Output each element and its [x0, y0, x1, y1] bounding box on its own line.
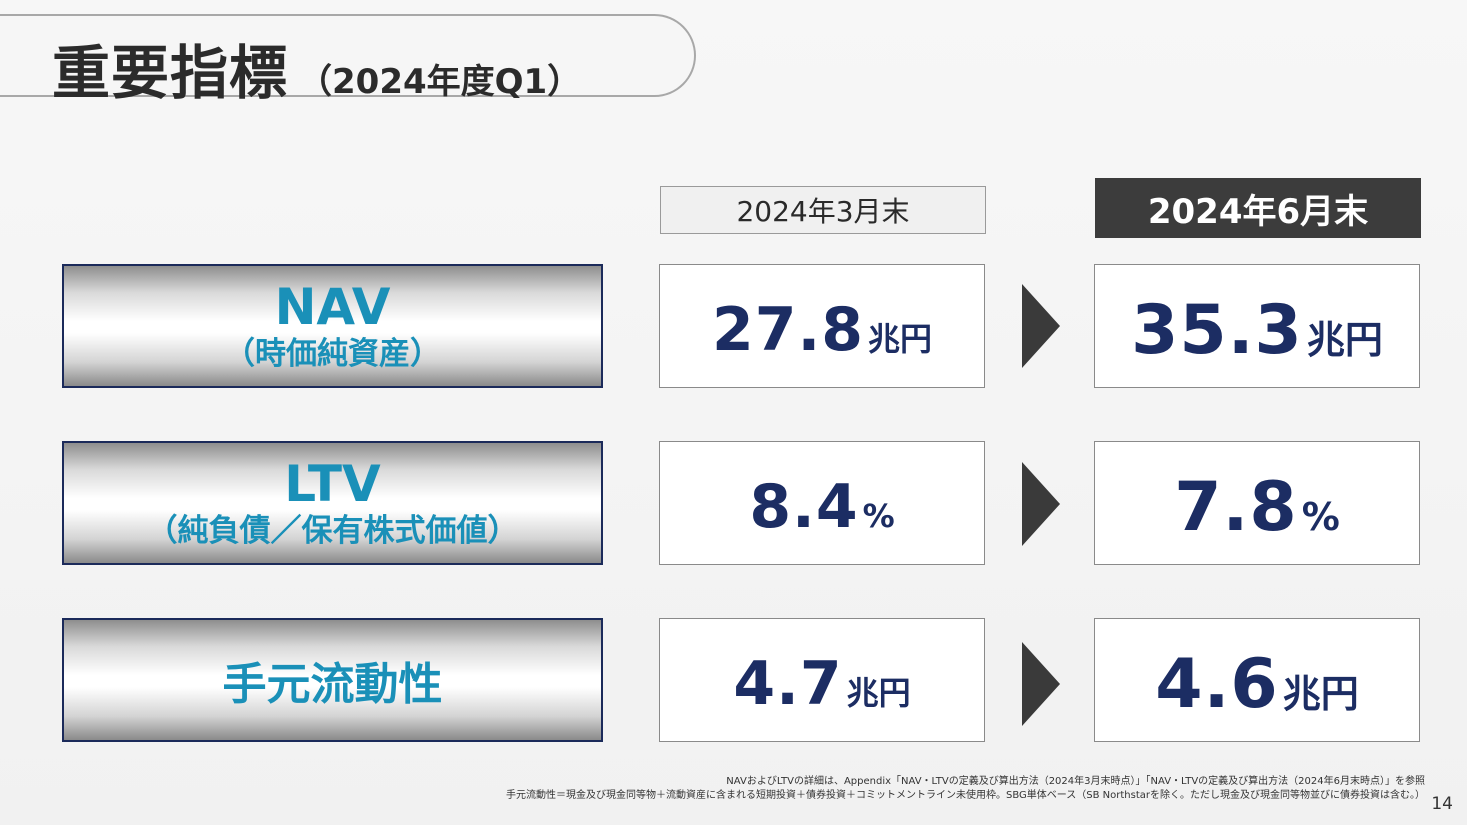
value-number: 4.7	[733, 649, 843, 719]
metric-name: LTV	[284, 455, 381, 513]
column-header-current: 2024年6月末	[1095, 178, 1421, 238]
value-number: 7.8	[1174, 468, 1298, 547]
metric-description: （純負債／保有株式価値）	[146, 513, 519, 549]
metric-label-nav: NAV （時価純資産）	[62, 264, 603, 388]
title-period: （2024年度Q1）	[298, 62, 582, 102]
nav-current-value: 35.3 兆円	[1094, 264, 1420, 388]
metric-label-ltv: LTV （純負債／保有株式価値）	[62, 441, 603, 565]
value-unit: %	[862, 497, 895, 535]
value-unit: %	[1301, 495, 1340, 539]
value-number: 35.3	[1131, 291, 1303, 370]
metric-name: NAV	[274, 278, 391, 336]
nav-previous-value: 27.8 兆円	[659, 264, 985, 388]
liquidity-previous-value: 4.7 兆円	[659, 618, 985, 742]
value-number: 4.6	[1155, 645, 1279, 724]
value-unit: 兆円	[1282, 672, 1359, 716]
arrow-right-icon	[1022, 462, 1060, 546]
title-frame	[0, 14, 696, 97]
value-unit: 兆円	[846, 674, 911, 712]
liquidity-current-value: 4.6 兆円	[1094, 618, 1420, 742]
metric-label-liquidity: 手元流動性	[62, 618, 603, 742]
metric-description: （時価純資産）	[224, 336, 441, 372]
ltv-current-value: 7.8 %	[1094, 441, 1420, 565]
column-header-previous: 2024年3月末	[660, 186, 986, 234]
value-number: 8.4	[749, 472, 859, 542]
arrow-right-icon	[1022, 642, 1060, 726]
value-unit: 兆円	[1306, 318, 1383, 362]
value-unit: 兆円	[868, 320, 933, 358]
title-main: 重要指標	[52, 39, 289, 107]
page-number: 14	[1431, 794, 1453, 814]
page-title: 重要指標 （2024年度Q1）	[52, 26, 581, 107]
footnote-nav-ltv: NAVおよびLTVの詳細は、Appendix「NAV・LTVの定義及び算出方法（…	[726, 776, 1425, 787]
ltv-previous-value: 8.4 %	[659, 441, 985, 565]
value-number: 27.8	[711, 295, 865, 365]
metric-name: 手元流動性	[222, 659, 443, 710]
arrow-right-icon	[1022, 284, 1060, 368]
footnote-liquidity: 手元流動性＝現金及び現金同等物＋流動資産に含まれる短期投資＋債券投資＋コミットメ…	[505, 790, 1425, 801]
